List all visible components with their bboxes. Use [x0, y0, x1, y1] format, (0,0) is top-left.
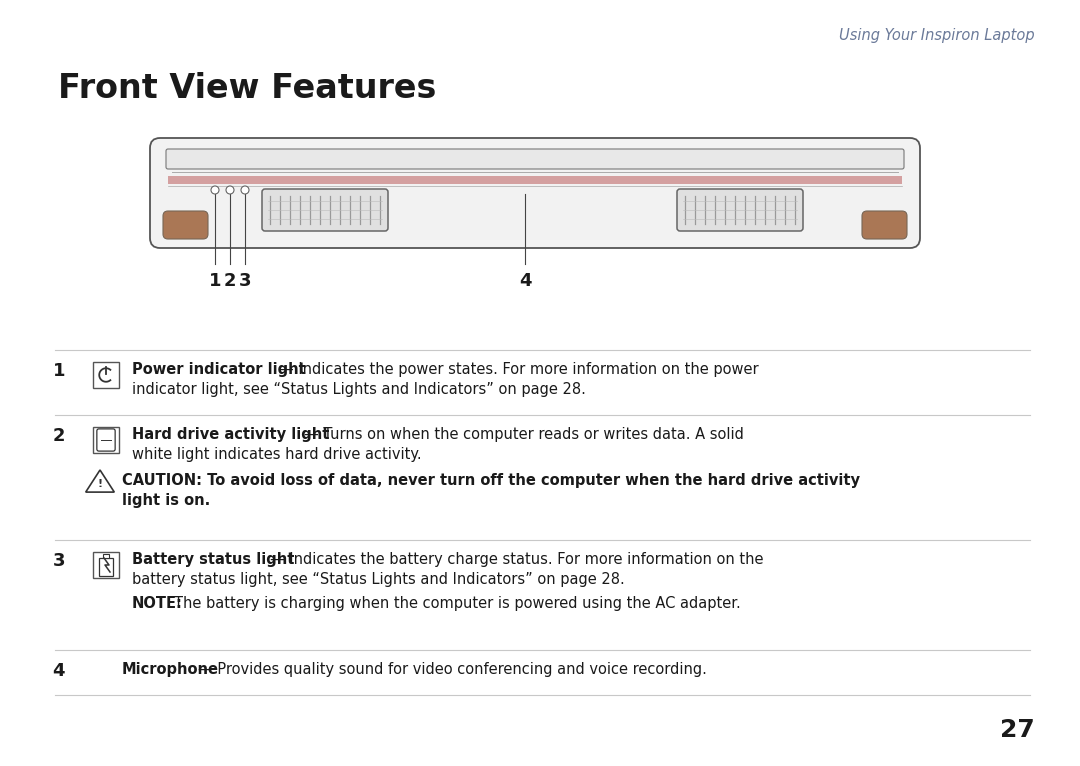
Text: Hard drive activity light: Hard drive activity light — [132, 427, 329, 442]
FancyBboxPatch shape — [150, 138, 920, 248]
Text: — Provides quality sound for video conferencing and voice recording.: — Provides quality sound for video confe… — [198, 662, 707, 677]
Text: 2: 2 — [53, 427, 65, 445]
FancyBboxPatch shape — [677, 189, 804, 231]
Circle shape — [211, 186, 219, 194]
FancyBboxPatch shape — [862, 211, 907, 239]
Bar — [104, 554, 108, 558]
FancyBboxPatch shape — [168, 176, 902, 184]
Bar — [93, 427, 119, 453]
Text: Power indicator light: Power indicator light — [132, 362, 306, 377]
FancyBboxPatch shape — [166, 149, 904, 169]
Text: battery status light, see “Status Lights and Indicators” on page 28.: battery status light, see “Status Lights… — [132, 572, 624, 587]
Text: Microphone: Microphone — [122, 662, 219, 677]
Text: — Indicates the power states. For more information on the power: — Indicates the power states. For more i… — [279, 362, 758, 377]
Text: CAUTION: To avoid loss of data, never turn off the computer when the hard drive : CAUTION: To avoid loss of data, never tu… — [122, 473, 860, 508]
Text: — Turns on when the computer reads or writes data. A solid: — Turns on when the computer reads or wr… — [303, 427, 744, 442]
FancyBboxPatch shape — [163, 211, 208, 239]
Text: The battery is charging when the computer is powered using the AC adapter.: The battery is charging when the compute… — [174, 596, 741, 611]
FancyBboxPatch shape — [262, 189, 388, 231]
Text: Front View Features: Front View Features — [58, 72, 436, 105]
Text: indicator light, see “Status Lights and Indicators” on page 28.: indicator light, see “Status Lights and … — [132, 382, 585, 397]
Text: 1: 1 — [53, 362, 65, 380]
Text: 27: 27 — [1000, 718, 1035, 742]
Text: 4: 4 — [518, 272, 531, 290]
Text: 2: 2 — [224, 272, 237, 290]
Polygon shape — [85, 470, 114, 492]
Text: 3: 3 — [53, 552, 65, 570]
Text: 4: 4 — [53, 662, 65, 680]
Text: white light indicates hard drive activity.: white light indicates hard drive activit… — [132, 447, 421, 462]
Bar — [93, 362, 119, 388]
FancyBboxPatch shape — [97, 429, 116, 451]
Circle shape — [226, 186, 234, 194]
Text: 1: 1 — [208, 272, 221, 290]
Text: NOTE:: NOTE: — [132, 596, 183, 611]
Text: 3: 3 — [239, 272, 252, 290]
Bar — [93, 552, 119, 578]
Text: Battery status light: Battery status light — [132, 552, 295, 567]
Text: Using Your Inspiron Laptop: Using Your Inspiron Laptop — [839, 28, 1035, 43]
Text: !: ! — [97, 480, 103, 489]
Circle shape — [241, 186, 249, 194]
Text: — Indicates the battery charge status. For more information on the: — Indicates the battery charge status. F… — [270, 552, 764, 567]
Bar — [99, 558, 113, 577]
